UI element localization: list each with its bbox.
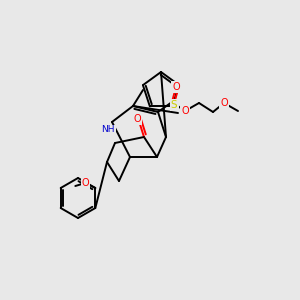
Text: O: O [220,98,228,108]
Text: O: O [181,106,189,116]
Text: O: O [82,178,89,188]
Text: NH: NH [101,125,115,134]
Text: O: O [133,114,141,124]
Text: O: O [172,82,180,92]
Text: S: S [171,100,178,110]
